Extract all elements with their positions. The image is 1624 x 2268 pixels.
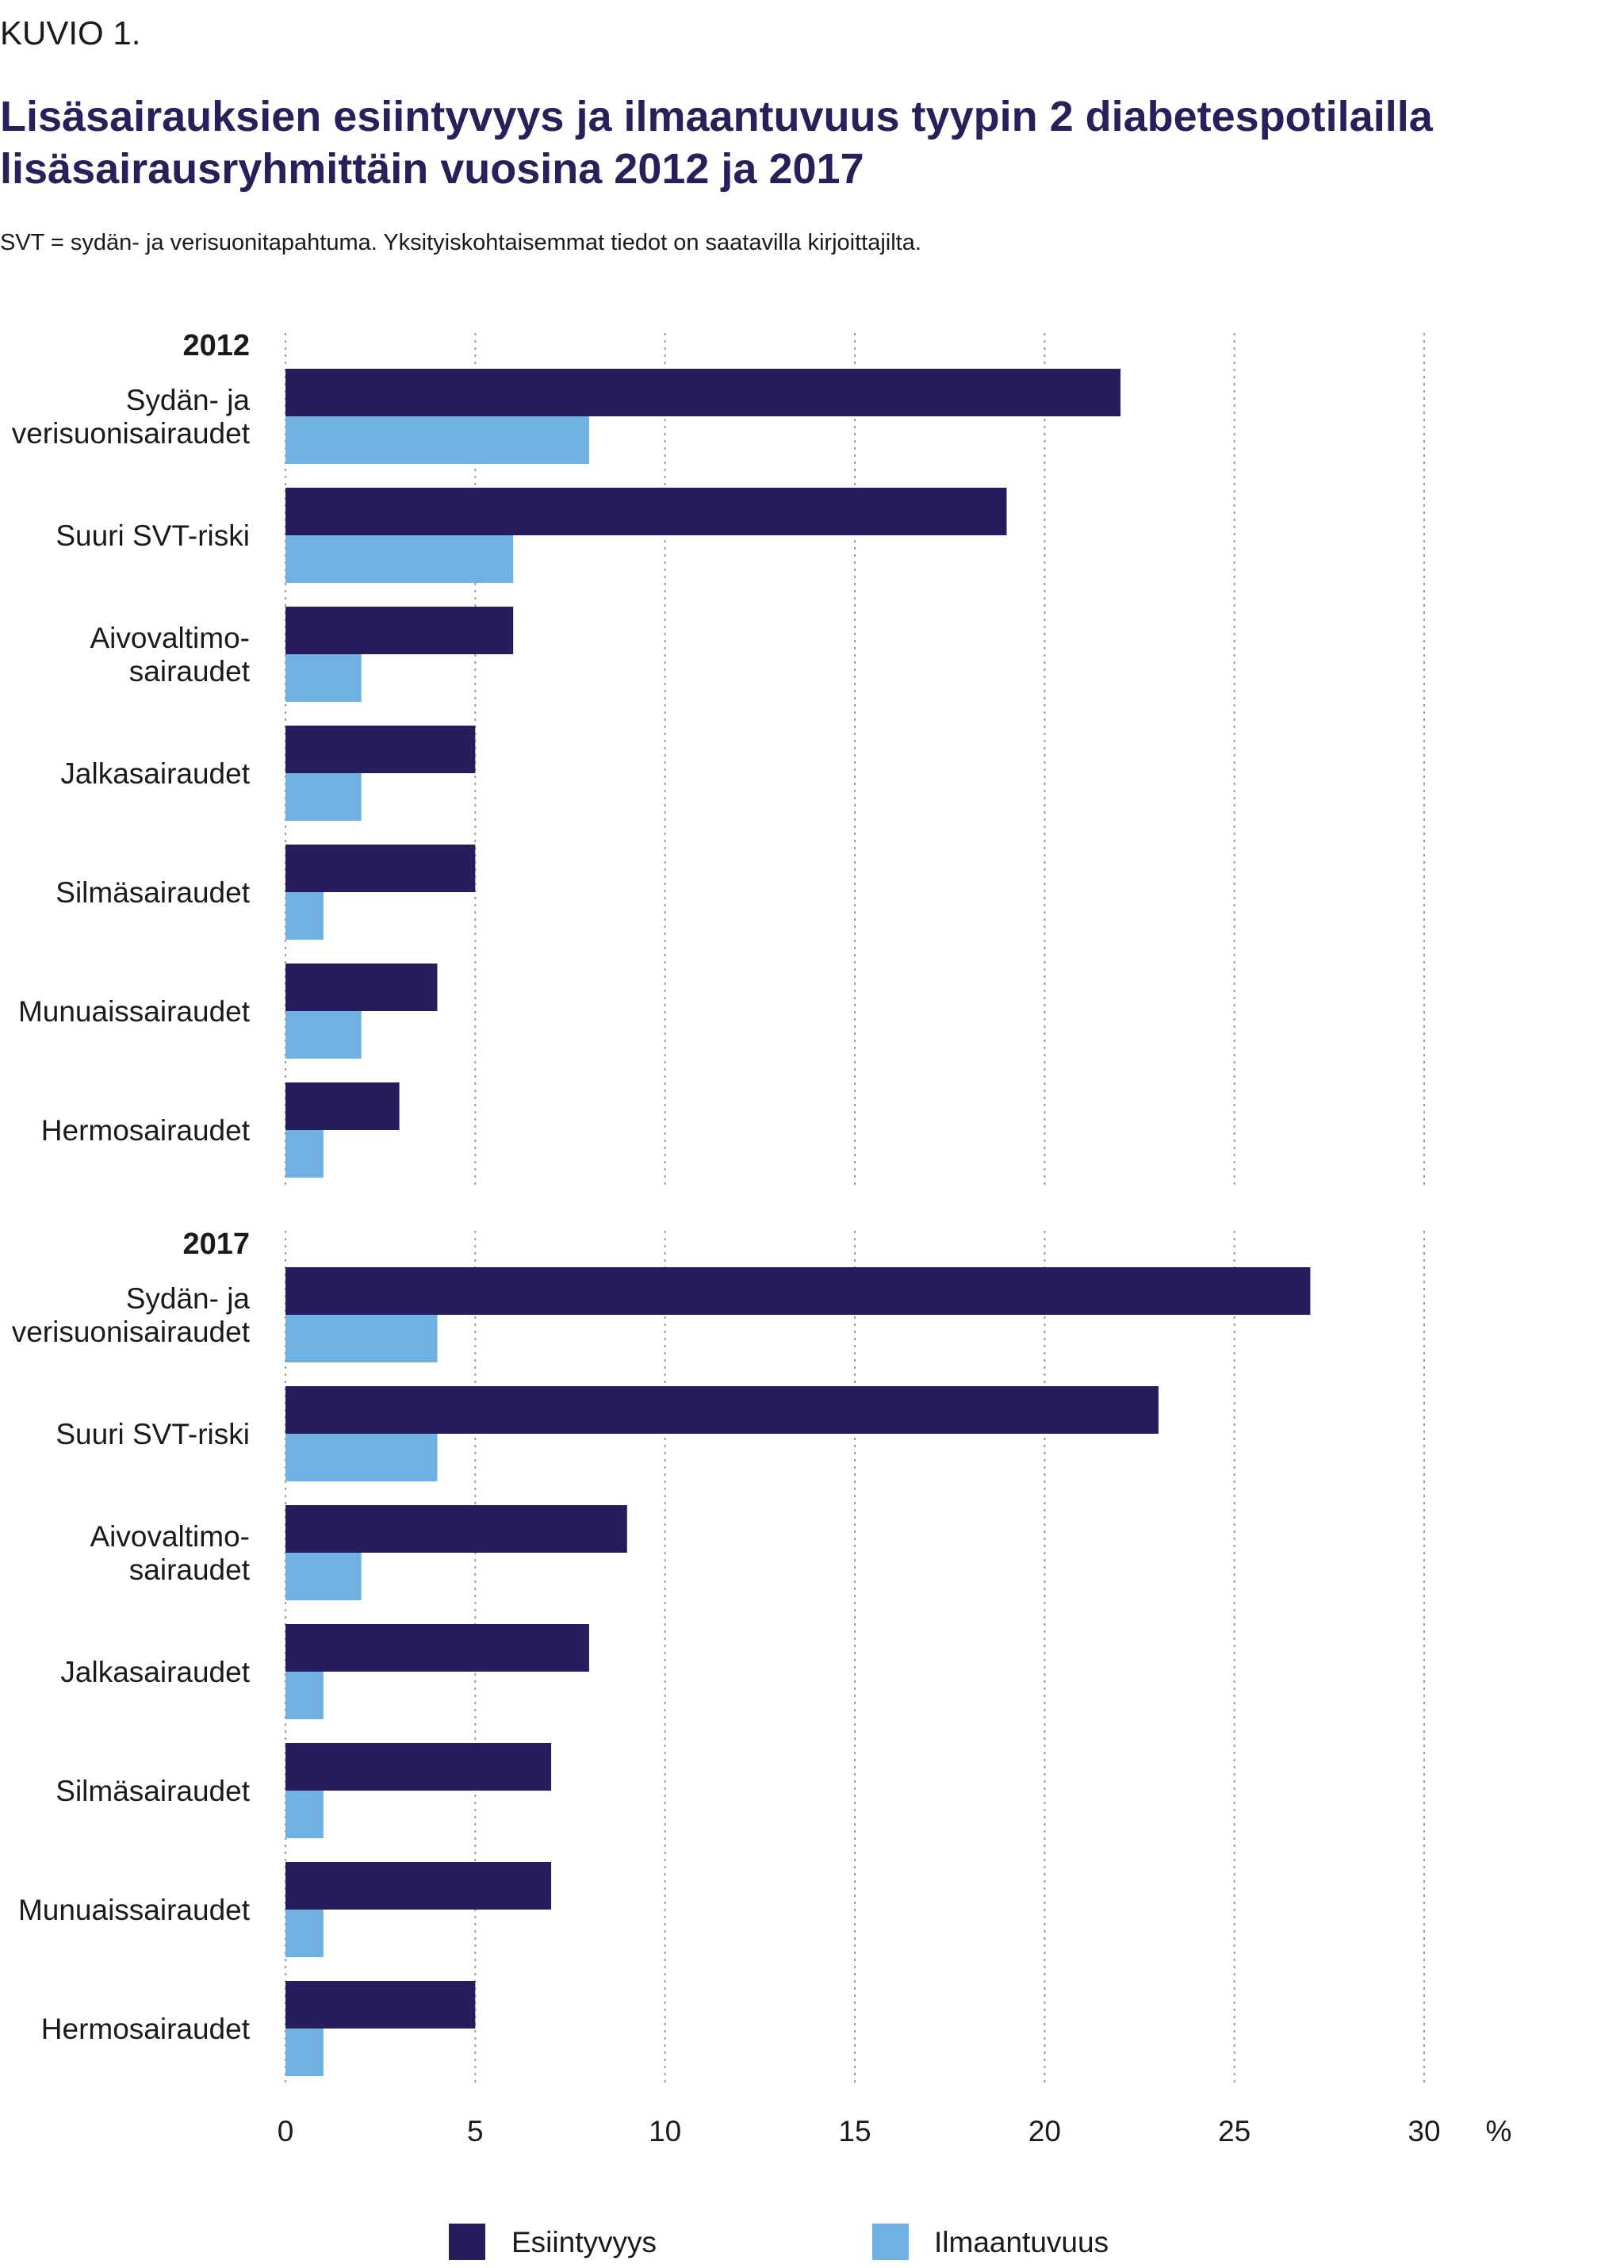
bar-esiintyvyys xyxy=(285,1743,552,1791)
category-label: sairaudet xyxy=(129,1554,251,1586)
category-label: Jalkasairaudet xyxy=(60,1656,250,1688)
bar-esiintyvyys xyxy=(285,1981,476,2029)
bar-ilmaantuvuus xyxy=(285,2029,324,2076)
category-label: Jalkasairaudet xyxy=(60,757,250,790)
bar-esiintyvyys xyxy=(285,1082,400,1130)
bar-ilmaantuvuus xyxy=(285,1011,362,1059)
category-label: Aivovaltimo- xyxy=(90,622,251,654)
category-label: Suuri SVT-riski xyxy=(56,1418,250,1450)
figure-label: KUVIO 1. xyxy=(0,14,141,52)
category-label: Silmäsairaudet xyxy=(56,876,250,909)
legend-swatch xyxy=(872,2224,909,2260)
bar-ilmaantuvuus xyxy=(285,654,362,702)
x-tick-label: 5 xyxy=(467,2115,484,2147)
bar-ilmaantuvuus xyxy=(285,416,589,464)
bar-ilmaantuvuus xyxy=(285,1553,362,1600)
category-label: verisuonisairaudet xyxy=(12,417,251,450)
x-tick-label: 0 xyxy=(278,2115,294,2147)
x-tick-label: 15 xyxy=(838,2115,871,2147)
bar-esiintyvyys xyxy=(285,607,514,654)
bar-ilmaantuvuus xyxy=(285,1791,324,1838)
category-label: Suuri SVT-riski xyxy=(56,519,250,552)
chart-subtitle: SVT = sydän- ja verisuonitapahtuma. Yksi… xyxy=(0,230,921,255)
category-label: Hermosairaudet xyxy=(41,1114,251,1147)
category-label: verisuonisairaudet xyxy=(12,1316,251,1348)
category-label: sairaudet xyxy=(129,655,251,688)
legend: Esiintyvyys Ilmaantuvuus xyxy=(449,2224,1109,2260)
bar-ilmaantuvuus xyxy=(285,892,324,940)
bar-esiintyvyys xyxy=(285,1624,589,1672)
bar-ilmaantuvuus xyxy=(285,1434,438,1481)
category-label: Munuaissairaudet xyxy=(18,995,251,1028)
legend-label: Esiintyvyys xyxy=(511,2226,657,2258)
category-label: Silmäsairaudet xyxy=(56,1775,250,1807)
bar-ilmaantuvuus xyxy=(285,1910,324,1957)
bar-ilmaantuvuus xyxy=(285,1130,324,1178)
bar-ilmaantuvuus xyxy=(285,1315,438,1362)
x-tick-label: 25 xyxy=(1218,2115,1251,2147)
category-label: Sydän- ja xyxy=(126,1282,251,1315)
x-tick-label: 20 xyxy=(1028,2115,1061,2147)
category-label: Sydän- ja xyxy=(126,384,251,416)
bar-esiintyvyys xyxy=(285,1505,627,1553)
bar-esiintyvyys xyxy=(285,845,476,892)
x-tick-label: 10 xyxy=(649,2115,681,2147)
bar-esiintyvyys xyxy=(285,488,1007,535)
gridlines xyxy=(285,333,1425,2087)
legend-swatch xyxy=(449,2224,485,2260)
bars xyxy=(285,369,1311,2076)
bar-ilmaantuvuus xyxy=(285,1672,324,1719)
bar-esiintyvyys xyxy=(285,1267,1311,1315)
category-label: Aivovaltimo- xyxy=(90,1520,251,1553)
x-tick-label: 30 xyxy=(1408,2115,1440,2147)
x-unit-label: % xyxy=(1486,2115,1512,2147)
bar-ilmaantuvuus xyxy=(285,535,514,583)
category-label: Hermosairaudet xyxy=(41,2013,251,2045)
group-label: 2012 xyxy=(182,329,250,362)
bar-esiintyvyys xyxy=(285,369,1121,416)
bar-esiintyvyys xyxy=(285,1862,552,1910)
category-label: Munuaissairaudet xyxy=(18,1894,251,1926)
legend-label: Ilmaantuvuus xyxy=(934,2226,1109,2258)
bar-esiintyvyys xyxy=(285,1386,1159,1434)
chart-title: Lisäsairauksien esiintyvyys ja ilmaantuv… xyxy=(0,93,1433,193)
bar-esiintyvyys xyxy=(285,726,476,773)
bar-esiintyvyys xyxy=(285,964,438,1011)
bar-ilmaantuvuus xyxy=(285,773,362,821)
x-axis: 0 5 10 15 20 25 30% xyxy=(278,2115,1512,2147)
group-label: 2017 xyxy=(182,1228,250,1261)
